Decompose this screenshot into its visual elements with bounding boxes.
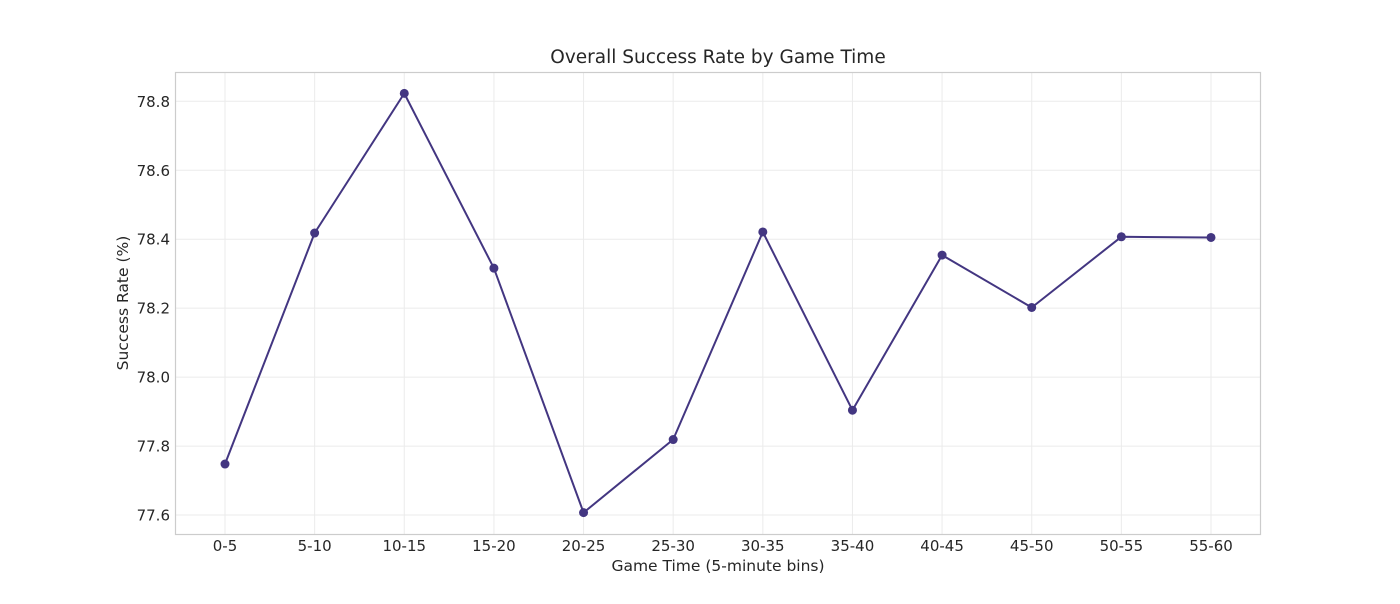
x-tick-label: 55-60 xyxy=(1189,537,1233,555)
y-axis-ticks: 77.6 77.8 78.0 78.2 78.4 78.6 78.8 xyxy=(137,93,170,525)
y-tick-label: 77.6 xyxy=(137,507,170,525)
data-point-45-50 xyxy=(1027,302,1037,312)
data-point-0-5 xyxy=(220,459,230,469)
x-tick-label: 35-40 xyxy=(831,537,875,555)
x-tick-label: 5-10 xyxy=(298,537,332,555)
plot-frame xyxy=(174,71,1262,536)
x-tick-label: 25-30 xyxy=(651,537,695,555)
data-point-40-45 xyxy=(937,250,947,260)
data-point-5-10 xyxy=(310,228,320,238)
x-tick-label: 30-35 xyxy=(741,537,785,555)
x-tick-label: 40-45 xyxy=(920,537,964,555)
y-tick-label: 78.4 xyxy=(137,231,170,249)
series-line xyxy=(224,92,1212,514)
y-tick-label: 77.8 xyxy=(137,438,170,456)
data-point-25-30 xyxy=(668,435,678,445)
data-point-15-20 xyxy=(489,263,499,273)
x-tick-label: 10-15 xyxy=(382,537,426,555)
x-tick-label: 45-50 xyxy=(1010,537,1054,555)
data-point-55-60 xyxy=(1206,232,1216,242)
y-tick-label: 78.8 xyxy=(137,93,170,111)
data-point-50-55 xyxy=(1116,232,1126,242)
x-tick-label: 15-20 xyxy=(472,537,516,555)
y-tick-label: 78.2 xyxy=(137,300,170,318)
x-axis-label: Game Time (5-minute bins) xyxy=(611,557,824,575)
series-layer xyxy=(220,88,1216,518)
data-point-20-25 xyxy=(579,508,589,518)
x-tick-label: 0-5 xyxy=(213,537,238,555)
data-point-10-15 xyxy=(399,88,409,98)
data-point-30-35 xyxy=(758,227,768,237)
x-axis-ticks: 0-5 5-10 10-15 15-20 20-25 25-30 30-35 35-40 40-… xyxy=(213,537,1233,555)
y-tick-label: 78.6 xyxy=(137,162,170,180)
x-tick-label: 20-25 xyxy=(562,537,606,555)
x-tick-label: 50-55 xyxy=(1100,537,1144,555)
y-axis-label: Success Rate (%) xyxy=(114,236,132,371)
chart-title: Overall Success Rate by Game Time xyxy=(550,47,885,68)
data-point-35-40 xyxy=(847,405,857,415)
y-tick-label: 78.0 xyxy=(137,369,170,387)
grid-lines xyxy=(176,72,1260,534)
